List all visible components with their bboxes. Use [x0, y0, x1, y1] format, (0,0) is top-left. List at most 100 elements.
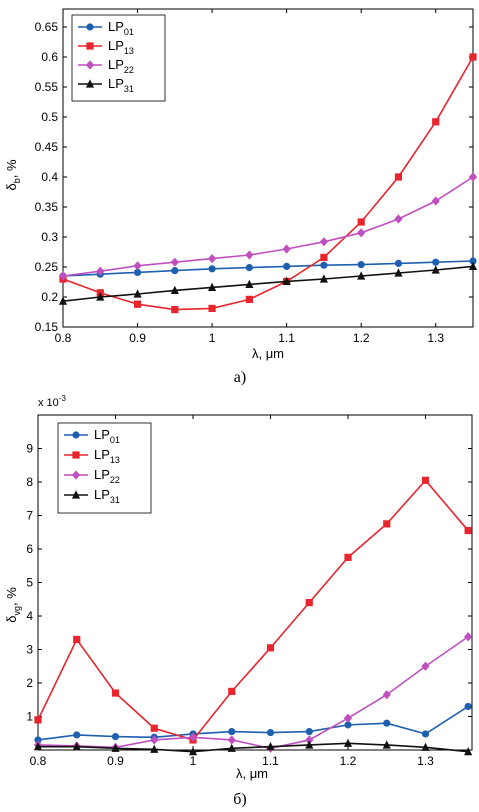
data-point-lp31	[282, 276, 291, 285]
data-point-lp22	[343, 713, 353, 723]
x-tick-label: 1.2	[353, 331, 370, 345]
y-tick-label: 0.6	[41, 50, 58, 64]
x-tick-label: 0.8	[55, 331, 72, 345]
data-point-lp01	[357, 261, 365, 269]
data-point-lp31	[111, 743, 120, 752]
y-tick-label: 6	[26, 542, 33, 556]
legend-label-lp13: LP13	[94, 447, 120, 465]
y-tick-label: 7	[26, 509, 33, 523]
data-point-lp22	[357, 228, 366, 238]
y-tick-label: 0.4	[41, 170, 58, 184]
data-point-lp13	[464, 526, 472, 535]
legend-label-lp31: LP31	[94, 487, 120, 505]
x-tick-label: 1.3	[417, 754, 434, 768]
y-tick-label: 0.3	[41, 230, 58, 244]
legend-marker-lp01	[72, 431, 80, 439]
data-point-lp31	[188, 747, 198, 756]
y-tick-label: 0.35	[35, 200, 59, 214]
data-point-lp13	[394, 173, 403, 181]
data-point-lp22	[319, 237, 329, 247]
data-point-lp01	[421, 730, 430, 738]
data-point-lp01	[133, 268, 142, 276]
data-point-lp31	[245, 279, 254, 288]
y-tick-label: 0.55	[35, 80, 59, 94]
data-point-lp01	[464, 702, 472, 711]
data-point-lp31	[319, 274, 329, 283]
x-tick-label: 1.3	[427, 331, 444, 345]
data-point-lp01	[432, 258, 440, 266]
y-tick-label: 3	[26, 643, 33, 657]
data-point-lp31	[72, 742, 81, 751]
data-point-lp31	[394, 268, 403, 277]
y-tick-label: 5	[26, 576, 33, 590]
data-point-lp22	[468, 172, 478, 182]
x-tick-label: 0.9	[107, 754, 124, 768]
data-point-lp13	[133, 300, 142, 308]
legend-marker-lp13	[86, 42, 94, 50]
series-a	[58, 53, 478, 314]
legend-label-lp22: LP22	[94, 467, 120, 485]
data-point-lp13	[111, 689, 120, 697]
data-point-lp13	[73, 635, 81, 644]
y-tick-label: 4	[26, 609, 33, 623]
data-point-lp01	[245, 264, 253, 272]
legend-marker-lp01	[86, 23, 94, 31]
x-tick-label: 1.1	[262, 754, 279, 768]
data-point-lp01	[228, 727, 236, 736]
data-point-lp01	[34, 736, 42, 744]
data-point-lp22	[133, 261, 142, 271]
y-tick-label: 2	[26, 676, 33, 690]
y-tick-label: 9	[26, 442, 33, 456]
series-line-lp31	[62, 265, 474, 302]
data-point-lp01	[344, 721, 352, 729]
series-line-lp22	[37, 636, 469, 750]
x-tick-label: 1.1	[278, 331, 295, 345]
series-line-lp22	[62, 176, 474, 277]
data-point-lp13	[469, 53, 477, 61]
data-point-lp01	[394, 259, 403, 267]
y-tick-label: 0.15	[35, 320, 59, 334]
data-point-lp13	[305, 599, 313, 607]
data-point-lp31	[150, 744, 159, 753]
legend-marker-lp13	[72, 451, 80, 459]
data-point-lp31	[357, 271, 366, 280]
data-point-lp13	[344, 553, 352, 561]
data-point-lp13	[208, 304, 216, 312]
y-tick-label: 0.45	[35, 140, 59, 154]
data-point-lp22	[382, 690, 391, 700]
legend-marker-lp22	[85, 60, 95, 70]
x-tick-label: 1	[209, 331, 216, 345]
data-point-lp01	[305, 727, 313, 736]
data-point-lp22	[58, 271, 68, 281]
data-point-lp31	[431, 265, 440, 274]
data-point-lp13	[171, 306, 179, 314]
data-point-lp31	[33, 742, 43, 751]
data-point-lp22	[207, 254, 217, 264]
data-point-lp13	[383, 520, 391, 528]
series-line-lp31	[38, 742, 469, 753]
y-tick-label: 0.5	[41, 110, 58, 124]
legend-b: LP01 LP13 LP22 LP31	[57, 422, 152, 514]
data-point-lp31	[133, 289, 142, 298]
data-point-lp22	[421, 661, 430, 671]
data-point-lp31	[421, 742, 430, 751]
y-multiplier-b: x 10-3	[38, 394, 66, 409]
data-point-lp13	[357, 218, 365, 226]
legend-marker-lp22	[71, 470, 81, 480]
x-tick-label: 1	[190, 754, 197, 768]
data-point-lp31	[96, 292, 105, 301]
legend-label-lp01: LP01	[108, 19, 134, 37]
data-point-lp01	[283, 262, 291, 270]
data-point-lp31	[58, 296, 68, 305]
caption-b: б)	[233, 791, 246, 808]
y-axis-label-b: δvg, %	[4, 587, 22, 623]
data-point-lp31	[343, 738, 353, 747]
data-point-lp22	[282, 244, 291, 254]
data-point-lp22	[188, 732, 198, 742]
data-point-lp01	[171, 267, 179, 275]
data-point-lp13	[320, 253, 328, 261]
x-axis-label-b: λ, μm	[236, 766, 268, 781]
